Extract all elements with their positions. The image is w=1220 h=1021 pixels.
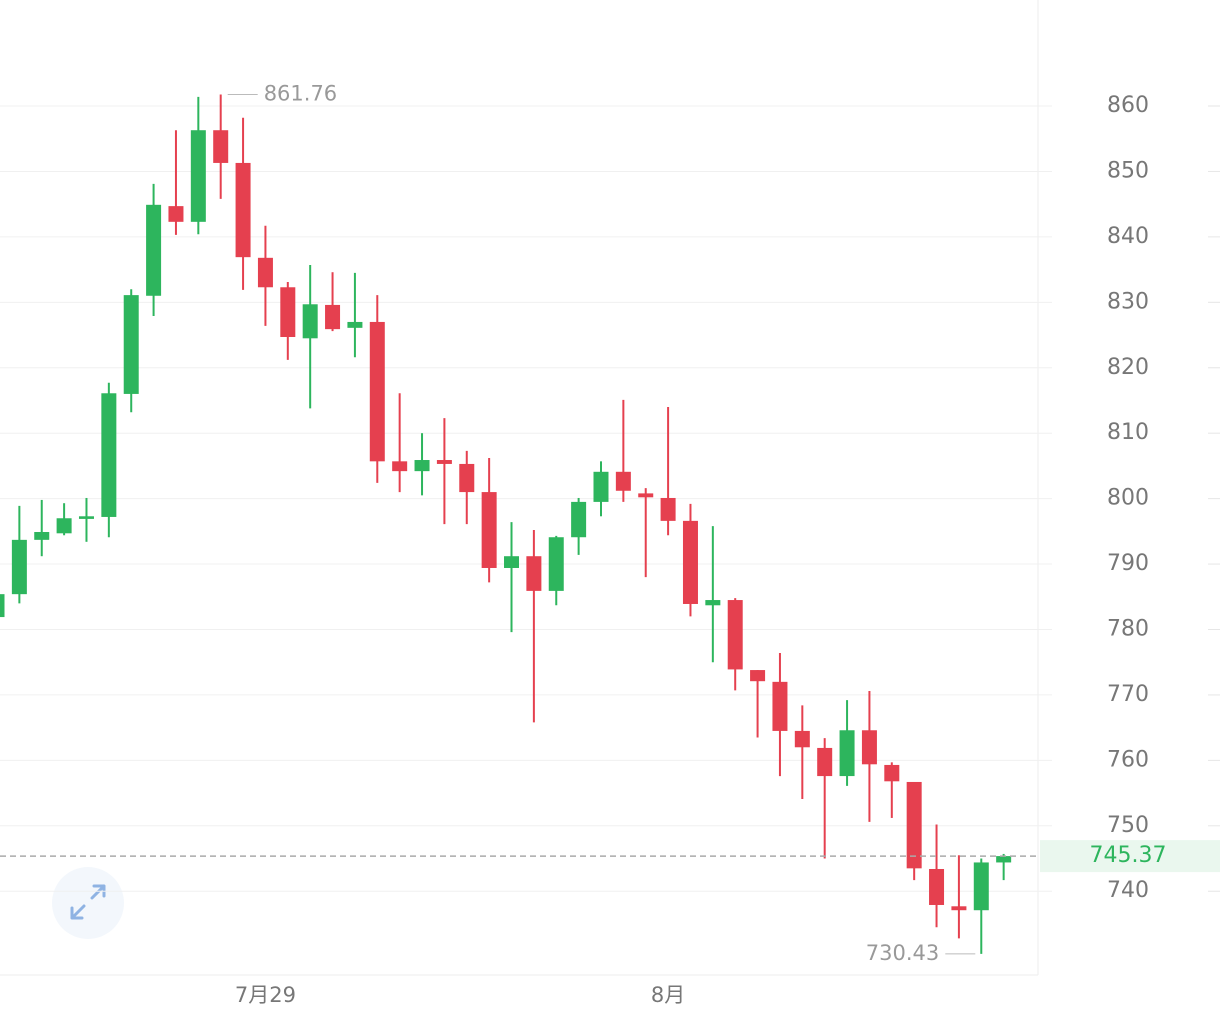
candle-body <box>146 204 162 296</box>
candle-body <box>906 781 922 869</box>
candle-body <box>369 321 385 462</box>
y-tick-label: 860 <box>1107 93 1149 118</box>
y-tick-label: 790 <box>1107 551 1149 576</box>
candle-body <box>660 497 676 521</box>
candle-body <box>951 906 967 911</box>
candle-body <box>56 518 72 534</box>
last-price-label: 745.37 <box>1090 843 1167 868</box>
x-tick-label: 7月29 <box>235 983 296 1007</box>
candle-body <box>436 460 452 464</box>
candle-body <box>593 471 609 502</box>
y-tick-label: 780 <box>1107 616 1149 641</box>
candle-body <box>123 295 139 394</box>
candle-body <box>325 304 341 330</box>
candle-body <box>526 556 542 591</box>
candle-body <box>235 162 251 258</box>
y-tick-label: 820 <box>1107 355 1149 380</box>
y-tick-label: 830 <box>1107 289 1149 314</box>
candle-body <box>615 471 631 491</box>
candle-body <box>682 520 698 604</box>
candle-body <box>213 130 229 163</box>
candle-body <box>504 556 520 568</box>
candle-body <box>817 747 833 777</box>
x-tick-label: 8月 <box>651 983 685 1007</box>
candle-body <box>78 516 94 519</box>
candle-body <box>347 321 363 328</box>
candle-body <box>190 130 206 222</box>
candle-body <box>548 537 564 591</box>
expand-icon[interactable] <box>70 884 106 920</box>
candle-body <box>750 670 766 682</box>
candle-body <box>861 730 877 765</box>
candle-body <box>929 868 945 905</box>
candle-body <box>34 531 50 540</box>
candle-body <box>973 862 989 911</box>
candle-body <box>839 730 855 777</box>
candle-body <box>705 600 721 606</box>
candle-body <box>302 304 318 339</box>
candle-body <box>414 460 430 472</box>
candle-body <box>794 730 810 748</box>
candle-body <box>168 206 184 222</box>
expand-button-bg[interactable] <box>52 867 124 939</box>
last-price-box <box>1040 840 1220 873</box>
y-tick-label: 800 <box>1107 486 1149 511</box>
y-tick-label: 810 <box>1107 420 1149 445</box>
y-tick-label: 760 <box>1107 747 1149 772</box>
expand-button[interactable] <box>52 867 124 939</box>
candle-body <box>884 764 900 782</box>
candle-body <box>571 501 587 538</box>
candle-body <box>0 594 5 618</box>
y-tick-label: 750 <box>1107 813 1149 838</box>
candle-body <box>638 493 654 498</box>
max-label: 861.76 <box>264 81 337 105</box>
min-label: 730.43 <box>866 941 939 965</box>
candle-body <box>280 287 296 337</box>
y-tick-label: 770 <box>1107 682 1149 707</box>
candle-body <box>392 461 408 472</box>
y-tick-label: 850 <box>1107 158 1149 183</box>
candle-body <box>11 539 27 595</box>
candle-body <box>772 681 788 731</box>
candle-body <box>101 393 117 517</box>
candle-body <box>996 856 1012 863</box>
candle-body <box>481 492 497 568</box>
candle-body <box>727 600 743 670</box>
y-tick-label: 740 <box>1107 878 1149 903</box>
candle-body <box>257 257 273 288</box>
candle-body <box>459 463 475 493</box>
y-tick-label: 840 <box>1107 224 1149 249</box>
